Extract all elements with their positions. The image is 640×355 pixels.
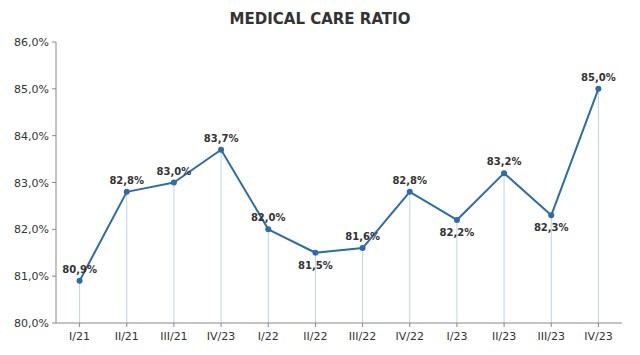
data-label: 83,7%: [204, 133, 239, 144]
drop-line: [79, 281, 80, 323]
data-label: 82,0%: [251, 212, 286, 223]
x-tick-label: II/21: [115, 330, 139, 343]
data-label: 83,0%: [157, 166, 192, 177]
x-tick-label: II/22: [303, 330, 327, 343]
chart: MEDICAL CARE RATIO 80,0% 81,0% 82,0% 83,0% 84…: [0, 0, 640, 355]
x-tick: [79, 323, 80, 327]
y-axis-line: [56, 42, 57, 323]
x-tick: [315, 323, 316, 327]
data-labels: 80,9% 82,8% 83,0% 83,7% 82,0% 81,5% 81,6% 82,8%…: [62, 72, 616, 275]
point: [454, 217, 460, 223]
data-label: 82,8%: [392, 175, 427, 186]
point: [218, 147, 224, 153]
x-tick: [268, 323, 269, 327]
point: [265, 226, 271, 232]
x-tick: [456, 323, 457, 327]
x-tick: [598, 323, 599, 327]
x-tick-label: I/21: [69, 330, 90, 343]
y-tick-label: 86,0%: [14, 36, 49, 49]
x-tick-label: IV/23: [207, 330, 235, 343]
y-tick-label: 83,0%: [14, 177, 49, 190]
drop-line: [409, 192, 410, 323]
data-label: 82,2%: [440, 227, 475, 238]
y-tick: [52, 276, 56, 277]
x-tick: [409, 323, 410, 327]
x-tick-label: I/22: [258, 330, 279, 343]
point: [77, 278, 83, 284]
y-tick-label: 82,0%: [14, 223, 49, 236]
x-tick: [221, 323, 222, 327]
x-tick: [126, 323, 127, 327]
drop-line: [362, 248, 363, 323]
data-label: 81,5%: [298, 260, 333, 271]
drop-line: [268, 229, 269, 323]
y-tick: [52, 182, 56, 183]
x-tick-label: I/23: [446, 330, 467, 343]
drop-line: [126, 192, 127, 323]
point: [312, 250, 318, 256]
y-tick: [52, 323, 56, 324]
point: [124, 189, 130, 195]
point: [501, 170, 507, 176]
x-tick-label: III/23: [538, 330, 565, 343]
point: [360, 245, 366, 251]
data-label: 85,0%: [581, 72, 616, 83]
y-tick-label: 85,0%: [14, 83, 49, 96]
x-tick: [362, 323, 363, 327]
y-tick: [52, 42, 56, 43]
data-label: 83,2%: [487, 156, 522, 167]
y-tick: [52, 135, 56, 136]
point: [595, 86, 601, 92]
x-tick: [173, 323, 174, 327]
title: MEDICAL CARE RATIO: [230, 10, 411, 28]
point: [407, 189, 413, 195]
line: [80, 89, 599, 281]
data-label: 82,3%: [534, 222, 569, 233]
plot-area: [77, 86, 602, 323]
drop-line: [598, 89, 599, 323]
point: [548, 212, 554, 218]
x-axis-line: [56, 323, 622, 324]
x-tick: [504, 323, 505, 327]
x-tick-label: IV/22: [396, 330, 424, 343]
y-tick-label: 81,0%: [14, 270, 49, 283]
x-axis: I/21 II/21 III/21 IV/23 I/22 II/22 III/22 IV/22…: [56, 323, 622, 343]
y-tick: [52, 88, 56, 89]
y-tick-label: 84,0%: [14, 130, 49, 143]
point: [171, 180, 177, 186]
drop-line: [504, 173, 505, 323]
y-tick-label: 80,0%: [14, 317, 49, 330]
x-tick-label: II/23: [492, 330, 516, 343]
x-tick-label: III/21: [160, 330, 187, 343]
y-axis: 80,0% 81,0% 82,0% 83,0% 84,0% 85,0% 86,0%: [14, 36, 56, 330]
data-label: 82,8%: [109, 175, 144, 186]
data-label: 81,6%: [345, 231, 380, 242]
data-label: 80,9%: [62, 264, 97, 275]
y-tick: [52, 229, 56, 230]
x-tick-label: IV/23: [584, 330, 612, 343]
x-tick-label: III/22: [349, 330, 376, 343]
drop-line: [173, 183, 174, 324]
x-tick: [551, 323, 552, 327]
drop-line: [221, 150, 222, 323]
